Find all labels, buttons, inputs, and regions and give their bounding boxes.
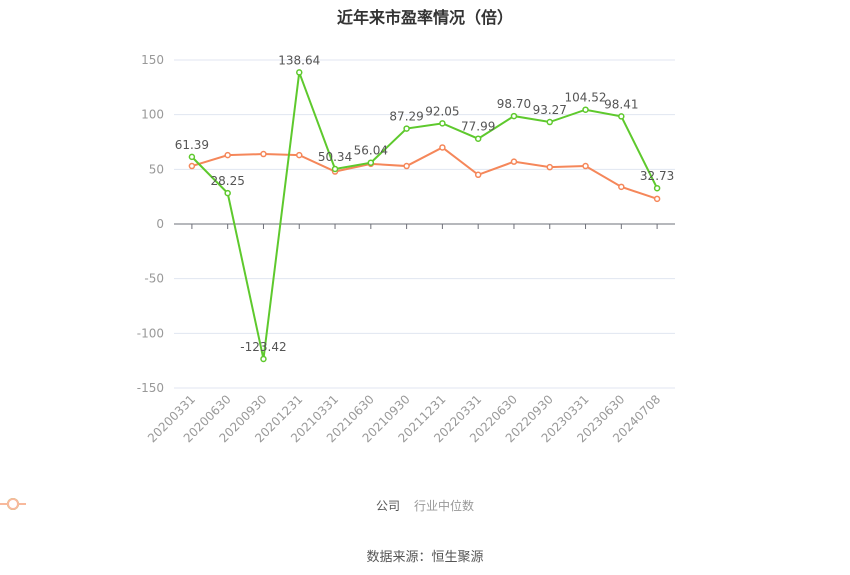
data-label: 77.99 — [461, 120, 495, 134]
data-point[interactable] — [510, 158, 518, 165]
line-chart: 150 100 50 0 -50 -100 -150 2020033120200630202… — [137, 53, 675, 445]
y-tick-label: -50 — [144, 272, 164, 286]
y-tick-label: 50 — [149, 162, 164, 176]
legend: 公司 行业中位数 — [0, 497, 850, 514]
series-line — [191, 72, 659, 360]
y-tick-label: -100 — [137, 326, 164, 340]
data-point[interactable] — [331, 165, 339, 173]
data-label: 138.64 — [278, 53, 320, 67]
data-point[interactable] — [546, 163, 553, 171]
data-point[interactable] — [439, 120, 446, 127]
data-point[interactable] — [224, 151, 231, 159]
data-label: 98.70 — [497, 97, 531, 111]
data-point[interactable] — [510, 112, 518, 120]
legend-item-industry-median[interactable]: 行业中位数 — [0, 497, 475, 514]
data-label: 104.52 — [565, 91, 607, 105]
data-point[interactable] — [188, 162, 196, 170]
data-label: 50.34 — [318, 150, 352, 164]
data-label: 56.04 — [354, 144, 388, 158]
data-label: 28.25 — [210, 174, 244, 188]
data-label: 87.29 — [389, 110, 423, 124]
data-point[interactable] — [403, 125, 410, 132]
data-label: -123.42 — [240, 340, 286, 354]
y-tick-label: -150 — [137, 381, 164, 395]
data-point[interactable] — [260, 150, 267, 158]
y-tick-label: 0 — [156, 217, 164, 231]
x-axis: 2020033120200630202009302020123120210331… — [145, 223, 675, 445]
data-point[interactable] — [188, 153, 196, 161]
data-point[interactable] — [582, 162, 589, 170]
chart-title: 近年来市盈率情况（倍） — [336, 8, 513, 27]
data-point[interactable] — [439, 144, 446, 151]
data-label: 92.05 — [425, 104, 459, 118]
data-point[interactable] — [367, 159, 375, 166]
y-tick-label: 100 — [141, 108, 164, 122]
data-point[interactable] — [260, 355, 267, 363]
y-axis-labels: 150 100 50 0 -50 -100 -150 — [137, 53, 164, 395]
data-label: 98.41 — [604, 97, 638, 111]
legend-item-company[interactable]: 公司 — [0, 497, 400, 514]
data-source: 数据来源：恒生聚源 — [366, 550, 484, 565]
data-labels: 61.39 28.25 -123.42 138.64 50.34 56.04 87.29 92… — [175, 53, 675, 354]
data-point[interactable] — [403, 162, 410, 170]
series-lines — [188, 69, 661, 363]
data-label: 32.73 — [640, 169, 674, 183]
data-point[interactable] — [224, 189, 231, 197]
data-point[interactable] — [546, 118, 553, 126]
data-label: 93.27 — [533, 103, 567, 117]
data-point[interactable] — [653, 184, 661, 192]
data-point[interactable] — [653, 195, 661, 203]
data-point[interactable] — [296, 69, 303, 76]
y-tick-label: 150 — [141, 53, 164, 67]
data-point[interactable] — [296, 151, 303, 159]
data-point[interactable] — [474, 135, 482, 142]
data-point[interactable] — [474, 171, 482, 179]
data-point[interactable] — [582, 106, 589, 113]
legend-label-company: 公司 — [375, 499, 400, 513]
data-label: 61.39 — [175, 138, 209, 152]
legend-label-industry-median: 行业中位数 — [414, 499, 475, 513]
series-line — [191, 146, 658, 200]
legend-industry-icon — [0, 498, 26, 510]
data-point[interactable] — [618, 113, 625, 120]
data-point[interactable] — [618, 183, 625, 191]
